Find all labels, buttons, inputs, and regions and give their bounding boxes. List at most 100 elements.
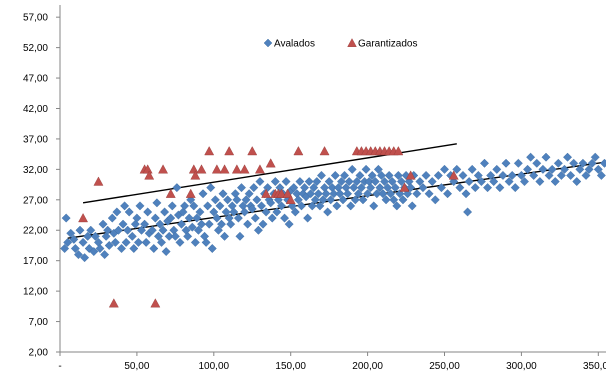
point-avalados — [309, 183, 319, 193]
point-avalados — [363, 189, 373, 199]
point-avalados — [358, 195, 368, 205]
point-avalados — [175, 237, 185, 247]
point-avalados — [161, 247, 171, 257]
point-avalados — [323, 207, 333, 217]
point-avalados — [353, 189, 363, 199]
y-tick-label: 12,00 — [23, 287, 48, 298]
point-avalados — [78, 237, 88, 247]
point-avalados — [197, 219, 206, 229]
point-avalados — [60, 244, 70, 253]
point-garantizados — [78, 213, 89, 223]
point-avalados — [184, 213, 194, 223]
point-garantizados — [211, 164, 222, 174]
point-avalados — [343, 189, 353, 199]
point-avalados — [383, 183, 393, 193]
point-avalados — [149, 244, 159, 253]
point-avalados — [329, 189, 339, 199]
point-garantizados — [405, 170, 416, 180]
point-avalados — [378, 189, 388, 199]
x-tick-label: 100,00 — [199, 361, 230, 372]
point-avalados — [310, 195, 320, 205]
point-garantizados — [293, 146, 304, 156]
point-avalados — [124, 207, 134, 217]
point-avalados — [538, 164, 548, 174]
legend-marker-triangle — [347, 38, 357, 47]
point-avalados — [389, 195, 399, 205]
point-avalados — [210, 195, 220, 205]
point-garantizados — [108, 298, 119, 308]
point-avalados — [272, 207, 282, 217]
point-avalados — [160, 207, 170, 217]
point-avalados — [284, 219, 294, 229]
point-avalados — [73, 250, 83, 260]
legend-item-garantizados: Garantizados — [347, 38, 417, 50]
point-avalados — [223, 195, 233, 205]
y-axis: 2,00 7,00 12,00 17,00 22,00 27,00 32,00 37,00 42… — [23, 5, 61, 359]
point-avalados — [550, 177, 560, 187]
point-avalados — [320, 183, 330, 193]
point-avalados — [463, 207, 473, 217]
point-avalados — [113, 225, 123, 235]
point-avalados — [336, 177, 346, 187]
point-avalados — [304, 177, 314, 187]
point-avalados — [332, 201, 342, 211]
point-avalados — [587, 158, 597, 168]
point-avalados — [455, 183, 465, 193]
point-avalados — [198, 189, 208, 199]
point-garantizados — [276, 188, 287, 198]
point-avalados — [427, 177, 437, 187]
point-avalados — [347, 164, 357, 174]
point-garantizados — [150, 298, 161, 308]
point-avalados — [376, 170, 386, 180]
point-avalados — [396, 177, 406, 187]
point-avalados — [373, 164, 383, 174]
point-avalados — [535, 177, 545, 187]
point-avalados — [212, 213, 222, 223]
point-avalados — [578, 158, 588, 168]
point-avalados — [581, 170, 591, 180]
x-tick-label: - — [58, 361, 61, 372]
legend-label: Garantizados — [358, 39, 417, 50]
point-avalados — [293, 195, 303, 205]
point-avalados — [443, 189, 453, 199]
series-avalados — [60, 152, 606, 263]
point-avalados — [436, 183, 446, 193]
point-avalados — [266, 198, 276, 208]
point-avalados — [516, 170, 526, 180]
legend-marker-diamond — [263, 38, 273, 48]
point-avalados — [169, 225, 179, 235]
point-avalados — [183, 231, 193, 241]
point-avalados — [147, 225, 157, 235]
point-avalados — [235, 231, 245, 241]
point-garantizados — [255, 164, 265, 174]
point-garantizados — [219, 164, 230, 174]
y-tick-label: 37,00 — [23, 134, 48, 145]
point-avalados — [473, 170, 483, 180]
point-avalados — [346, 201, 356, 211]
point-avalados — [252, 195, 262, 205]
x-tick-label: 350,00 — [583, 361, 606, 372]
point-avalados — [384, 170, 394, 180]
point-garantizados — [93, 176, 104, 186]
point-avalados — [170, 231, 180, 241]
point-avalados — [544, 170, 554, 180]
point-avalados — [249, 183, 259, 193]
point-avalados — [192, 213, 202, 223]
point-avalados — [355, 170, 365, 180]
y-tick-label: 57,00 — [23, 13, 48, 24]
point-avalados — [132, 213, 142, 223]
point-avalados — [523, 164, 533, 174]
point-garantizados — [224, 146, 235, 156]
point-avalados — [461, 189, 471, 199]
y-tick-label: 2,00 — [29, 348, 49, 359]
point-avalados — [244, 189, 254, 199]
point-avalados — [133, 237, 143, 247]
point-avalados — [123, 225, 133, 235]
point-avalados — [213, 225, 223, 235]
point-avalados — [398, 195, 408, 205]
point-avalados — [566, 170, 576, 180]
point-avalados — [127, 231, 137, 241]
point-avalados — [350, 195, 360, 205]
y-tick-label: 42,00 — [23, 104, 48, 115]
point-avalados — [596, 170, 606, 180]
